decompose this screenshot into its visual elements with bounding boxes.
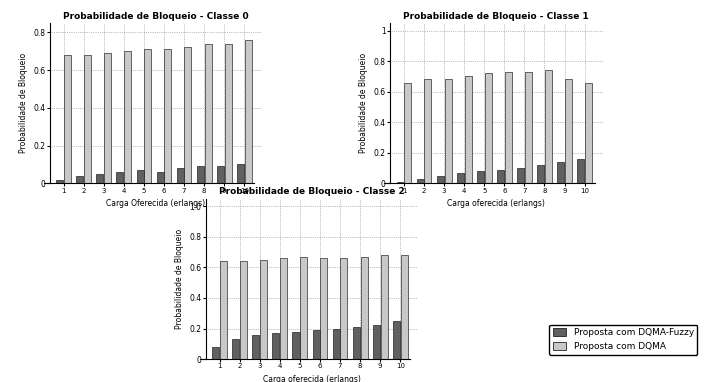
Bar	[313, 330, 320, 359]
Bar	[360, 257, 367, 359]
Bar	[517, 168, 524, 183]
Bar	[340, 258, 347, 359]
Bar	[145, 49, 151, 183]
Bar	[233, 339, 240, 359]
Bar	[64, 55, 71, 183]
Bar	[585, 83, 592, 183]
Bar	[437, 176, 444, 183]
Bar	[301, 257, 307, 359]
Title: Probabilidade de Bloqueio - Classe 2: Probabilidade de Bloqueio - Classe 2	[219, 188, 405, 196]
Y-axis label: Probabilidade de Bloqueio: Probabilidade de Bloqueio	[18, 53, 28, 153]
Bar	[77, 176, 84, 183]
Bar	[417, 179, 424, 183]
Y-axis label: Probabilidade de Bloqueio: Probabilidade de Bloqueio	[174, 229, 184, 329]
Bar	[252, 335, 259, 359]
Bar	[404, 83, 411, 183]
Legend: Proposta com DQMA-Fuzzy, Proposta com DQMA: Proposta com DQMA-Fuzzy, Proposta com DQ…	[549, 325, 698, 354]
Title: Probabilidade de Bloqueio - Classe 1: Probabilidade de Bloqueio - Classe 1	[403, 12, 589, 21]
Bar	[184, 47, 191, 183]
Bar	[293, 332, 299, 359]
Bar	[505, 72, 512, 183]
Bar	[245, 40, 252, 183]
Bar	[401, 255, 408, 359]
Bar	[56, 180, 63, 183]
Bar	[164, 49, 172, 183]
Bar	[220, 261, 227, 359]
Bar	[457, 173, 464, 183]
Bar	[445, 79, 452, 183]
Bar	[177, 168, 184, 183]
Bar	[373, 325, 380, 359]
X-axis label: Carga oferecida (erlangs): Carga oferecida (erlangs)	[263, 375, 361, 382]
Bar	[124, 51, 131, 183]
Bar	[477, 171, 484, 183]
Bar	[525, 72, 532, 183]
Bar	[396, 182, 403, 183]
Bar	[393, 321, 400, 359]
Bar	[320, 258, 328, 359]
Bar	[96, 174, 104, 183]
Bar	[557, 162, 564, 183]
Bar	[497, 170, 504, 183]
Bar	[212, 347, 219, 359]
Bar	[84, 55, 91, 183]
Bar	[272, 333, 279, 359]
Bar	[565, 79, 572, 183]
Bar	[157, 172, 164, 183]
Bar	[545, 70, 552, 183]
Bar	[240, 261, 247, 359]
Bar	[577, 159, 584, 183]
Bar	[217, 167, 224, 183]
Bar	[537, 165, 544, 183]
Bar	[352, 327, 359, 359]
Bar	[196, 167, 203, 183]
X-axis label: Carga oferecida (erlangs): Carga oferecida (erlangs)	[447, 199, 545, 208]
Bar	[381, 255, 388, 359]
Bar	[464, 76, 471, 183]
Bar	[260, 260, 267, 359]
X-axis label: Carga Oferecida (erlangs): Carga Oferecida (erlangs)	[106, 199, 206, 208]
Title: Probabilidade de Bloqueio - Classe 0: Probabilidade de Bloqueio - Classe 0	[63, 12, 249, 21]
Bar	[204, 44, 211, 183]
Bar	[104, 53, 111, 183]
Bar	[237, 165, 244, 183]
Bar	[425, 79, 432, 183]
Bar	[116, 172, 123, 183]
Bar	[485, 73, 491, 183]
Bar	[280, 258, 287, 359]
Bar	[225, 44, 232, 183]
Bar	[137, 170, 143, 183]
Y-axis label: Probabilidade de Bloqueio: Probabilidade de Bloqueio	[359, 53, 368, 153]
Bar	[333, 329, 340, 359]
